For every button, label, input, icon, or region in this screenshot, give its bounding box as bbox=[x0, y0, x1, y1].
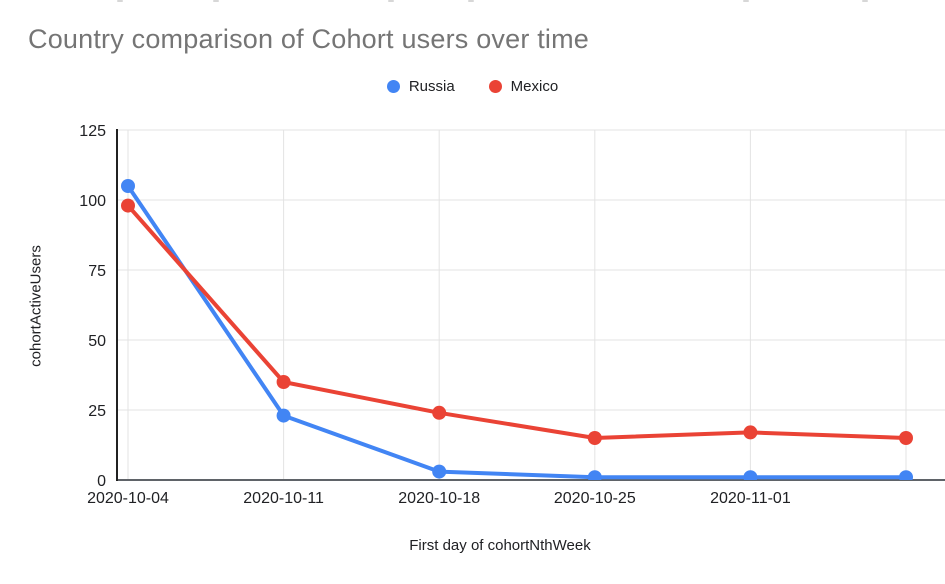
y-tick-label: 0 bbox=[97, 473, 106, 490]
y-tick-label: 100 bbox=[79, 193, 106, 210]
chart-title: Country comparison of Cohort users over … bbox=[28, 24, 590, 54]
cropped-glyph-artifact bbox=[388, 0, 394, 2]
chart-legend: Russia Mexico bbox=[0, 76, 945, 96]
series-line-mexico bbox=[126, 203, 908, 440]
series-line-russia bbox=[126, 184, 908, 480]
x-tick-label: 2020-11-01 bbox=[710, 490, 791, 507]
legend-label-mexico: Mexico bbox=[510, 77, 559, 95]
x-tick-label: 2020-10-18 bbox=[398, 490, 480, 507]
data-point-mexico[interactable] bbox=[121, 198, 135, 213]
cropped-glyph-artifact bbox=[743, 0, 749, 2]
series-group bbox=[121, 179, 913, 484]
cropped-glyph-artifact bbox=[117, 0, 123, 2]
mexico-series-dot-icon bbox=[488, 79, 502, 93]
legend-label-russia: Russia bbox=[408, 77, 455, 95]
data-point-mexico[interactable] bbox=[432, 405, 447, 420]
x-tick-label: 2020-10-25 bbox=[554, 490, 636, 507]
cropped-glyph-artifact bbox=[468, 0, 474, 2]
data-point-mexico[interactable] bbox=[899, 431, 913, 445]
legend-item-russia[interactable]: Russia bbox=[386, 77, 455, 95]
cropped-glyph-artifact bbox=[213, 0, 219, 2]
x-axis-title: First day of cohortNthWeek bbox=[409, 537, 591, 554]
y-tick-label: 75 bbox=[88, 263, 106, 280]
data-point-mexico[interactable] bbox=[587, 431, 602, 445]
data-point-russia[interactable] bbox=[276, 408, 291, 423]
legend-item-mexico[interactable]: Mexico bbox=[488, 77, 559, 95]
russia-series-dot-icon bbox=[386, 79, 400, 93]
y-tick-label: 125 bbox=[79, 123, 106, 140]
data-point-russia[interactable] bbox=[899, 470, 913, 484]
data-point-mexico[interactable] bbox=[276, 375, 291, 389]
y-tick-label: 50 bbox=[88, 333, 106, 350]
data-point-mexico[interactable] bbox=[743, 425, 758, 440]
y-tick-label: 25 bbox=[88, 403, 106, 420]
data-point-russia[interactable] bbox=[587, 470, 602, 484]
x-tick-label: 2020-10-11 bbox=[243, 490, 324, 507]
data-point-russia[interactable] bbox=[121, 179, 135, 193]
cropped-glyph-artifact bbox=[862, 0, 868, 2]
x-tick-label: 2020-10-04 bbox=[87, 490, 169, 507]
data-point-russia[interactable] bbox=[432, 464, 447, 479]
data-point-russia[interactable] bbox=[743, 470, 758, 484]
